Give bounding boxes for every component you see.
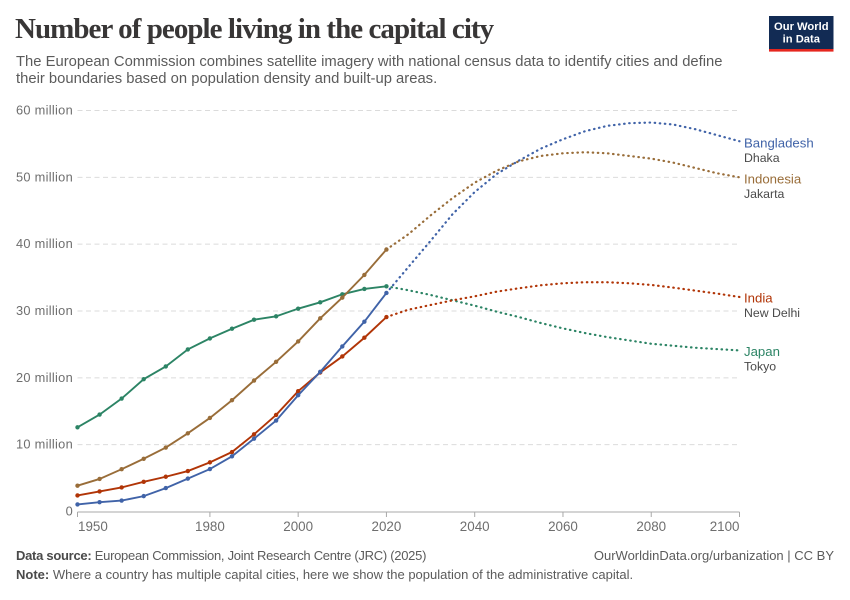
svg-text:2080: 2080: [636, 519, 666, 534]
svg-text:Number of people living in the: Number of people living in the capital c…: [15, 13, 495, 45]
svg-text:The European Commission combin: The European Commission combines satelli…: [16, 54, 723, 70]
svg-text:2040: 2040: [460, 519, 490, 534]
svg-text:Indonesia: Indonesia: [744, 172, 802, 187]
svg-text:New Delhi: New Delhi: [744, 306, 800, 320]
svg-text:Jakarta: Jakarta: [744, 187, 784, 201]
svg-text:1980: 1980: [195, 519, 225, 534]
svg-text:50 million: 50 million: [16, 169, 73, 184]
svg-text:Data source: European Commissi: Data source: European Commission, Joint …: [16, 548, 426, 563]
svg-text:30 million: 30 million: [16, 303, 73, 318]
svg-text:1950: 1950: [78, 519, 108, 534]
svg-text:in Data: in Data: [783, 34, 821, 46]
svg-text:2000: 2000: [283, 519, 313, 534]
svg-text:Our World: Our World: [774, 21, 829, 33]
svg-text:Bangladesh: Bangladesh: [744, 136, 814, 151]
svg-text:their boundaries based on popu: their boundaries based on population den…: [16, 71, 437, 87]
svg-text:OurWorldinData.org/urbanizatio: OurWorldinData.org/urbanization | CC BY: [594, 548, 834, 563]
svg-text:Tokyo: Tokyo: [744, 360, 776, 374]
svg-text:2060: 2060: [548, 519, 578, 534]
svg-text:2100: 2100: [710, 519, 740, 534]
svg-text:2020: 2020: [372, 519, 402, 534]
svg-text:20 million: 20 million: [16, 370, 73, 385]
svg-text:0: 0: [66, 504, 73, 519]
svg-text:India: India: [744, 291, 773, 306]
svg-text:Japan: Japan: [744, 344, 780, 359]
svg-text:60 million: 60 million: [16, 103, 73, 118]
svg-text:Note: Where a country has mult: Note: Where a country has multiple capit…: [16, 567, 633, 582]
svg-text:Dhaka: Dhaka: [744, 151, 780, 165]
svg-text:10 million: 10 million: [16, 437, 73, 452]
svg-text:40 million: 40 million: [16, 236, 73, 251]
